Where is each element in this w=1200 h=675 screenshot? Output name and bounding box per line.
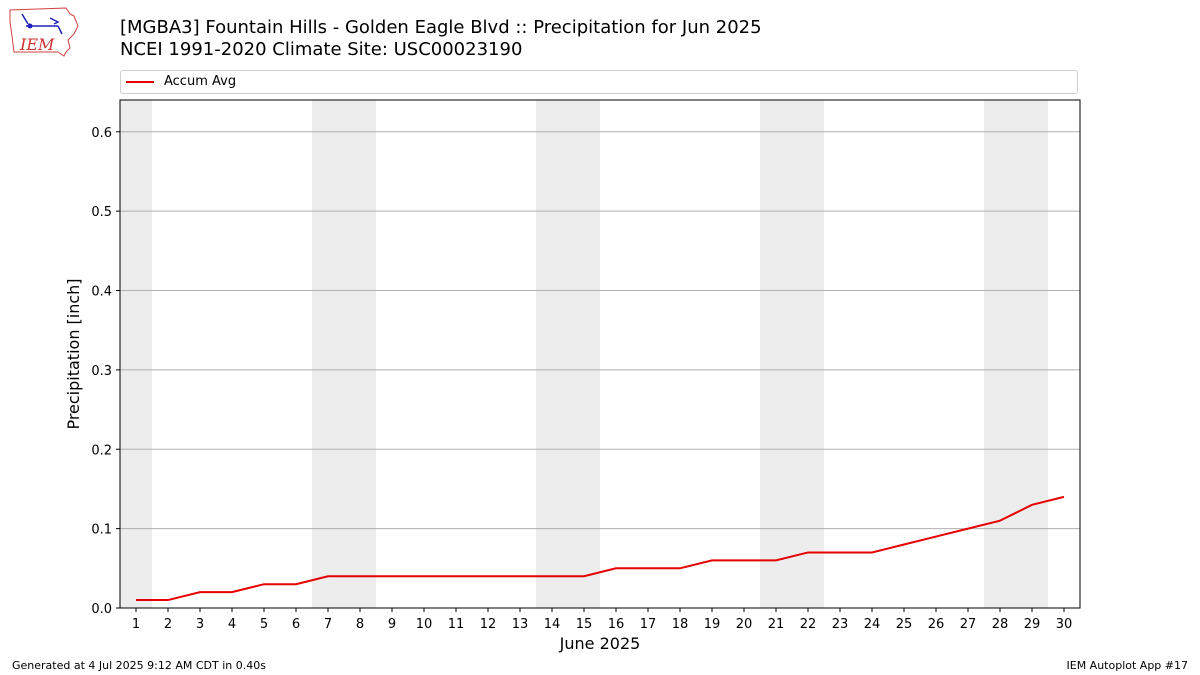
x-tick-label: 30 — [1056, 617, 1073, 632]
y-tick-label: 0.5 — [91, 205, 112, 220]
x-tick-label: 7 — [324, 617, 332, 632]
y-tick-label: 0.6 — [91, 126, 112, 141]
x-tick-label: 2 — [164, 617, 172, 632]
weekend-shade — [760, 100, 792, 608]
x-tick-label: 29 — [1024, 617, 1041, 632]
x-tick-label: 21 — [768, 617, 785, 632]
weekend-shade — [984, 100, 1016, 608]
series-line — [136, 495, 1065, 602]
x-tick-label: 27 — [960, 617, 977, 632]
legend: Accum Avg — [120, 70, 1078, 94]
legend-label: Accum Avg — [164, 74, 237, 89]
footer-app: IEM Autoplot App #17 — [1066, 659, 1189, 672]
chart-title-line2: NCEI 1991-2020 Climate Site: USC00023190 — [120, 39, 523, 60]
x-tick-label: 26 — [928, 617, 945, 632]
x-tick-label: 1 — [132, 617, 140, 632]
x-tick-label: 20 — [736, 617, 753, 632]
x-tick-label: 23 — [832, 617, 849, 632]
x-tick-label: 14 — [544, 617, 561, 632]
plot-frame — [119, 99, 1081, 609]
x-tick-label: 28 — [992, 617, 1009, 632]
x-tick-label: 12 — [480, 617, 497, 632]
x-tick-label: 25 — [896, 617, 913, 632]
x-tick-label: 6 — [292, 617, 300, 632]
x-tick-label: 5 — [260, 617, 268, 632]
weekend-shade — [1016, 100, 1048, 608]
x-tick-label: 4 — [228, 617, 236, 632]
y-tick-label: 0.2 — [91, 443, 112, 458]
x-tick-label: 8 — [356, 617, 364, 632]
y-tick-label: 0.4 — [91, 285, 112, 300]
x-tick-label: 24 — [864, 617, 881, 632]
x-tick-label: 13 — [512, 617, 529, 632]
chart-title: [MGBA3] Fountain Hills - Golden Eagle Bl… — [120, 17, 762, 61]
x-tick-label: 3 — [196, 617, 204, 632]
y-tick-label: 0.0 — [91, 602, 112, 617]
weekend-shade — [568, 100, 600, 608]
weekend-shade — [120, 100, 152, 608]
weekend-shade — [312, 100, 344, 608]
x-tick-label: 16 — [608, 617, 625, 632]
y-tick-label: 0.3 — [91, 364, 112, 379]
x-tick-label: 18 — [672, 617, 689, 632]
x-tick-label: 9 — [388, 617, 396, 632]
x-tick-label: 15 — [576, 617, 593, 632]
x-axis-label: June 2025 — [559, 634, 641, 653]
x-tick-label: 17 — [640, 617, 657, 632]
chart-title-line1: [MGBA3] Fountain Hills - Golden Eagle Bl… — [120, 17, 762, 38]
weekend-shade — [344, 100, 376, 608]
x-tick-label: 11 — [448, 617, 465, 632]
weekend-shade — [792, 100, 824, 608]
x-tick-label: 10 — [416, 617, 433, 632]
iem-logo: IEM — [9, 7, 79, 57]
weekend-shade — [536, 100, 568, 608]
y-axis-label: Precipitation [inch] — [64, 278, 83, 429]
logo-text: IEM — [19, 35, 55, 54]
legend-swatch — [126, 81, 154, 83]
footer-generated: Generated at 4 Jul 2025 9:12 AM CDT in 0… — [12, 659, 266, 672]
x-tick-label: 22 — [800, 617, 817, 632]
y-tick-label: 0.1 — [91, 523, 112, 538]
x-tick-label: 19 — [704, 617, 721, 632]
